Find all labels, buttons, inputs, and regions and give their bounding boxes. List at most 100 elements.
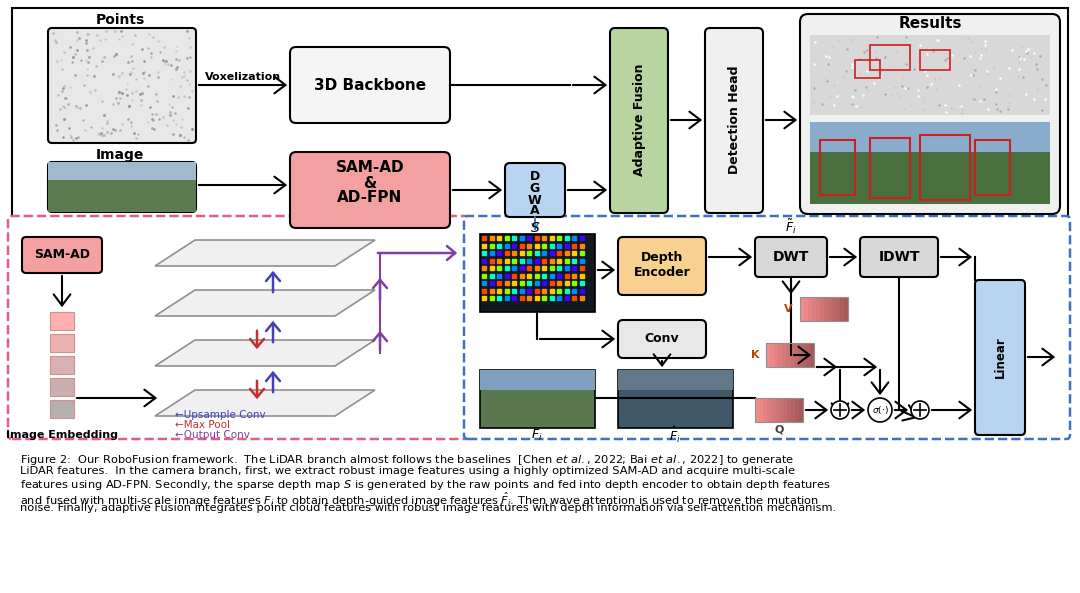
- Bar: [824, 297, 828, 321]
- Bar: [618, 370, 733, 390]
- Text: SAM-AD: SAM-AD: [33, 248, 90, 262]
- FancyBboxPatch shape: [22, 237, 102, 273]
- FancyBboxPatch shape: [975, 280, 1025, 435]
- Text: W: W: [528, 193, 542, 206]
- Bar: [975, 140, 1010, 195]
- Bar: [50, 400, 75, 418]
- Text: Linear: Linear: [994, 336, 1007, 378]
- Bar: [755, 398, 804, 422]
- Bar: [770, 343, 774, 367]
- Polygon shape: [156, 290, 375, 316]
- Bar: [786, 343, 789, 367]
- Polygon shape: [156, 340, 375, 366]
- Bar: [836, 297, 840, 321]
- Bar: [766, 343, 814, 367]
- FancyBboxPatch shape: [8, 216, 469, 439]
- Bar: [48, 162, 195, 212]
- Bar: [870, 45, 910, 70]
- Text: Adaptive Fusion: Adaptive Fusion: [633, 64, 646, 176]
- FancyBboxPatch shape: [800, 14, 1059, 214]
- Text: features using AD-FPN. Secondly, the sparse depth map $S$ is generated by the ra: features using AD-FPN. Secondly, the spa…: [21, 478, 831, 492]
- Text: SAM-AD: SAM-AD: [336, 161, 404, 176]
- Bar: [48, 162, 195, 180]
- Bar: [774, 343, 778, 367]
- FancyBboxPatch shape: [618, 237, 706, 295]
- Bar: [810, 122, 1050, 204]
- Text: IDWT: IDWT: [878, 250, 920, 264]
- FancyBboxPatch shape: [705, 28, 762, 213]
- Text: ←Upsample Conv: ←Upsample Conv: [175, 410, 266, 420]
- Text: Results: Results: [899, 17, 962, 31]
- FancyBboxPatch shape: [505, 163, 565, 217]
- Bar: [870, 138, 910, 198]
- Bar: [480, 370, 595, 390]
- Circle shape: [912, 401, 929, 419]
- Text: $\tilde{F}_i$: $\tilde{F}_i$: [785, 218, 797, 236]
- Bar: [789, 343, 794, 367]
- Text: DWT: DWT: [773, 250, 809, 264]
- Text: Voxelization: Voxelization: [205, 72, 281, 82]
- Circle shape: [868, 398, 892, 422]
- Bar: [802, 343, 806, 367]
- FancyBboxPatch shape: [464, 216, 1070, 439]
- Bar: [480, 234, 595, 312]
- Text: and fused with multi-scale image features $F_i$ to obtain depth-guided image fea: and fused with multi-scale image feature…: [21, 490, 819, 509]
- Bar: [480, 370, 595, 428]
- Bar: [920, 50, 950, 70]
- Bar: [766, 343, 770, 367]
- Text: K: K: [751, 350, 759, 360]
- Bar: [762, 398, 767, 422]
- Text: D: D: [530, 171, 540, 183]
- Bar: [783, 398, 787, 422]
- Bar: [618, 370, 733, 428]
- Text: noise. Finally, adaptive Fusion integrates point cloud features with robust imag: noise. Finally, adaptive Fusion integrat…: [21, 503, 836, 513]
- Text: Points: Points: [95, 13, 145, 27]
- Bar: [810, 122, 1050, 152]
- Bar: [12, 8, 1068, 218]
- FancyBboxPatch shape: [48, 28, 195, 143]
- Bar: [812, 297, 816, 321]
- Text: ←Max Pool: ←Max Pool: [175, 420, 230, 430]
- Text: 3D Backbone: 3D Backbone: [314, 78, 427, 93]
- Polygon shape: [156, 240, 375, 266]
- Text: Detection Head: Detection Head: [728, 66, 741, 174]
- Bar: [806, 343, 810, 367]
- Bar: [820, 297, 824, 321]
- Bar: [791, 398, 795, 422]
- Text: G: G: [530, 181, 540, 195]
- Bar: [50, 312, 75, 330]
- Bar: [798, 343, 802, 367]
- FancyBboxPatch shape: [291, 47, 450, 123]
- Bar: [794, 343, 798, 367]
- Text: $S$: $S$: [530, 221, 540, 235]
- Text: Encoder: Encoder: [634, 266, 690, 279]
- Text: Image: Image: [96, 148, 145, 162]
- Bar: [755, 398, 759, 422]
- Bar: [843, 297, 848, 321]
- FancyBboxPatch shape: [291, 152, 450, 228]
- Bar: [820, 140, 855, 195]
- Text: Conv: Conv: [645, 333, 679, 346]
- Text: $F_i$: $F_i$: [531, 428, 543, 442]
- Bar: [775, 398, 779, 422]
- Bar: [779, 398, 783, 422]
- Bar: [920, 135, 970, 200]
- Text: $\sigma(\cdot)$: $\sigma(\cdot)$: [872, 404, 889, 416]
- Bar: [787, 398, 791, 422]
- FancyBboxPatch shape: [860, 237, 939, 277]
- Bar: [778, 343, 782, 367]
- Text: AD-FPN: AD-FPN: [337, 190, 403, 206]
- Bar: [50, 356, 75, 374]
- FancyBboxPatch shape: [610, 28, 669, 213]
- Text: Image Embedding: Image Embedding: [6, 430, 118, 440]
- Circle shape: [831, 401, 849, 419]
- Bar: [828, 297, 832, 321]
- Bar: [816, 297, 820, 321]
- Bar: [804, 297, 808, 321]
- Bar: [50, 378, 75, 396]
- Text: Q: Q: [774, 425, 784, 435]
- Bar: [799, 398, 804, 422]
- Bar: [767, 398, 771, 422]
- Bar: [771, 398, 775, 422]
- Bar: [840, 297, 843, 321]
